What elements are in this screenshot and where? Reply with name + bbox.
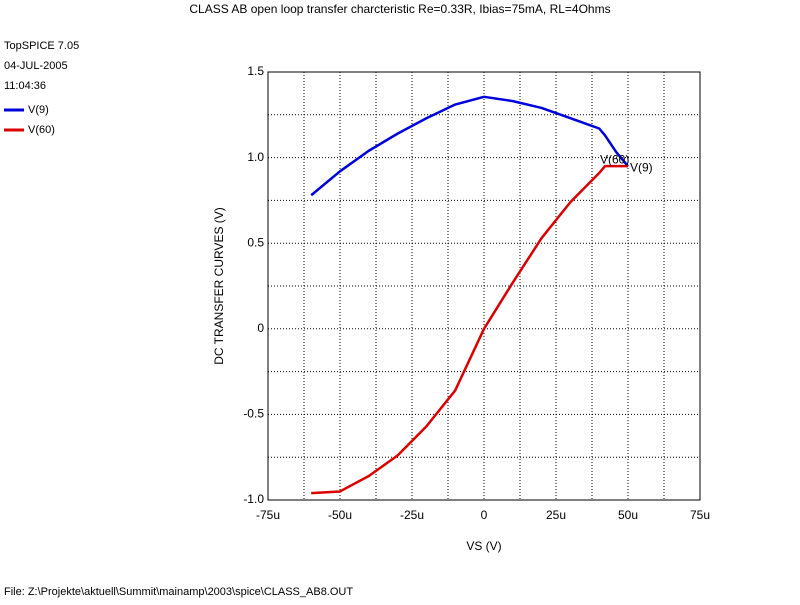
chart-title: CLASS AB open loop transfer charcteristi… [189, 2, 610, 16]
y-tick-label: 1.0 [247, 150, 264, 164]
x-tick-label: -50u [328, 508, 352, 522]
x-tick-label: -25u [400, 508, 424, 522]
footer: File: Z:\Projekte\aktuell\Summit\mainamp… [4, 586, 353, 598]
curve-label: V(9) [630, 160, 653, 174]
y-axis-label: DC TRANSFER CURVES (V) [212, 207, 226, 365]
y-tick-label: -1.0 [243, 492, 264, 506]
legend-label: V(9) [28, 104, 49, 116]
x-tick-label: -75u [256, 508, 280, 522]
legend-label: V(60) [28, 124, 55, 136]
header-line: 11:04:36 [4, 80, 46, 92]
x-axis-label: VS (V) [466, 539, 501, 553]
header-line: TopSPICE 7.05 [4, 40, 79, 52]
y-tick-label: 0.5 [247, 235, 264, 249]
curve-label: V(60) [600, 152, 629, 166]
x-tick-label: 0 [481, 508, 488, 522]
y-tick-label: 0 [257, 321, 264, 335]
plot-frame [267, 71, 701, 501]
series-line [311, 164, 628, 495]
y-tick-label: 1.5 [247, 64, 264, 78]
x-tick-label: 50u [618, 508, 638, 522]
x-tick-label: 25u [546, 508, 566, 522]
y-tick-label: -0.5 [243, 407, 264, 421]
header-line: 04-JUL-2005 [4, 60, 68, 72]
series-line [310, 95, 629, 197]
x-tick-label: 75u [690, 508, 710, 522]
